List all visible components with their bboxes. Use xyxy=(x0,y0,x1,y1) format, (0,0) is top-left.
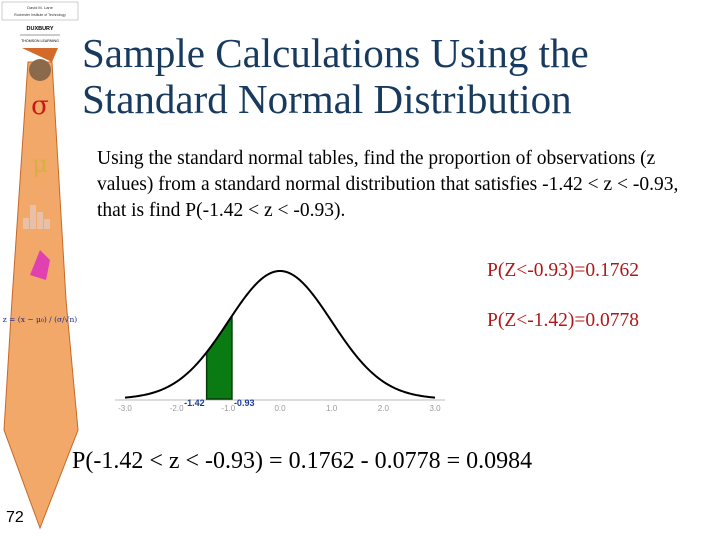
logo-box xyxy=(1,1,79,21)
result-equation: P(-1.42 < z < -0.93) = 0.1762 - 0.0778 =… xyxy=(72,448,533,474)
slide-title: Sample Calculations Using the Standard N… xyxy=(82,30,712,122)
publisher-logo: DUXBURY xyxy=(27,26,54,32)
x-tick-label-4: 1.0 xyxy=(326,404,338,413)
imprint-logo: THOMSON LEARNING xyxy=(21,39,59,43)
histogram-icon xyxy=(23,205,50,229)
normal-curve-chart: -3.0 -2.0 -1.0 0.0 1.0 2.0 3.0 -1.42 -0.93 xyxy=(115,269,445,413)
tie-knot xyxy=(22,48,58,62)
shaded-area xyxy=(205,313,233,400)
tie-sidebar-graphic: David M. Lane Rochester Institute of Tec… xyxy=(1,1,79,530)
page-number: 72 xyxy=(6,509,24,526)
probability-upper: P(Z<-0.93)=0.1762 xyxy=(487,260,639,281)
slide-title-line-2: Standard Normal Distribution xyxy=(82,76,572,122)
problem-statement: Using the standard normal tables, find t… xyxy=(97,148,679,221)
x-tick-label-2: -1.0 xyxy=(221,404,235,413)
bell-fragment-icon xyxy=(30,250,50,280)
sigma-icon: σ xyxy=(31,91,49,121)
mu-icon: μ xyxy=(32,150,48,178)
bell-curve-line xyxy=(124,269,436,399)
tie-portrait-icon xyxy=(29,59,51,81)
x-tick-label-5: 2.0 xyxy=(378,404,390,413)
logo-line-1: David M. Lane xyxy=(27,5,54,10)
slide-title-line-1: Sample Calculations Using the xyxy=(82,30,589,76)
x-tick-label-0: -3.0 xyxy=(118,404,132,413)
probability-lower: P(Z<-1.42)=0.0778 xyxy=(487,310,639,331)
x-tick-label-1: -2.0 xyxy=(170,404,184,413)
z-formula-icon: z = (x − μ₀) / (σ/√n) xyxy=(3,315,77,324)
x-tick-label-3: 0.0 xyxy=(274,404,286,413)
tie-body xyxy=(3,61,79,530)
shaded-bound-label-1: -0.93 xyxy=(234,398,255,408)
shaded-bound-label-0: -1.42 xyxy=(184,398,205,408)
x-tick-label-6: 3.0 xyxy=(429,404,441,413)
logo-line-2: Rochester Institute of Technology xyxy=(14,13,66,17)
